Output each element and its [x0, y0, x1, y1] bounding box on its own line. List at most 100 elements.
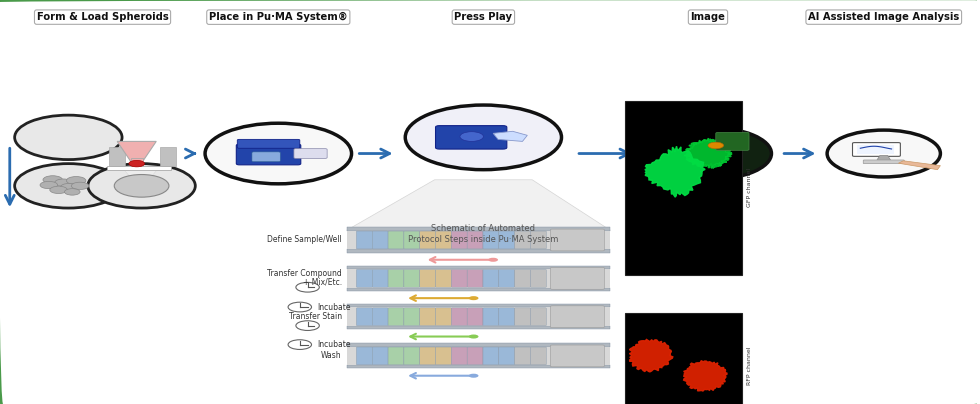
FancyBboxPatch shape: [483, 231, 499, 249]
FancyBboxPatch shape: [483, 308, 499, 326]
FancyBboxPatch shape: [237, 139, 300, 148]
Circle shape: [468, 335, 478, 339]
Text: Schematic of Automated
Protocol Steps inside Pu·MA System: Schematic of Automated Protocol Steps in…: [409, 224, 559, 244]
FancyBboxPatch shape: [514, 269, 530, 287]
FancyBboxPatch shape: [499, 269, 514, 287]
Text: Form & Load Spheroids: Form & Load Spheroids: [36, 12, 169, 22]
FancyBboxPatch shape: [404, 269, 419, 287]
FancyBboxPatch shape: [372, 347, 388, 365]
Ellipse shape: [205, 123, 352, 184]
FancyBboxPatch shape: [347, 249, 611, 252]
FancyBboxPatch shape: [467, 231, 483, 249]
FancyBboxPatch shape: [530, 347, 546, 365]
FancyBboxPatch shape: [419, 269, 435, 287]
FancyBboxPatch shape: [625, 313, 742, 404]
Circle shape: [43, 176, 63, 184]
Ellipse shape: [406, 105, 562, 170]
FancyBboxPatch shape: [853, 143, 901, 156]
Text: GFP channel: GFP channel: [748, 168, 753, 207]
FancyBboxPatch shape: [625, 101, 742, 275]
Ellipse shape: [645, 127, 771, 180]
FancyBboxPatch shape: [483, 269, 499, 287]
Circle shape: [468, 296, 478, 300]
FancyBboxPatch shape: [388, 231, 404, 249]
FancyBboxPatch shape: [435, 347, 452, 365]
FancyBboxPatch shape: [483, 347, 499, 365]
Polygon shape: [899, 161, 941, 170]
Circle shape: [488, 258, 498, 262]
FancyBboxPatch shape: [514, 231, 530, 249]
Circle shape: [72, 182, 89, 189]
FancyBboxPatch shape: [108, 166, 171, 170]
FancyBboxPatch shape: [110, 147, 125, 166]
FancyBboxPatch shape: [347, 326, 611, 329]
FancyBboxPatch shape: [452, 308, 467, 326]
FancyBboxPatch shape: [372, 308, 388, 326]
Text: Transfer Compound: Transfer Compound: [267, 269, 342, 278]
FancyBboxPatch shape: [551, 306, 605, 328]
Circle shape: [50, 186, 68, 194]
Circle shape: [708, 142, 723, 149]
Ellipse shape: [88, 164, 195, 208]
FancyBboxPatch shape: [347, 288, 611, 291]
FancyBboxPatch shape: [131, 158, 142, 168]
FancyBboxPatch shape: [452, 231, 467, 249]
Text: Incubate: Incubate: [318, 303, 351, 311]
FancyBboxPatch shape: [357, 269, 372, 287]
FancyBboxPatch shape: [858, 145, 895, 154]
Circle shape: [288, 340, 312, 349]
FancyBboxPatch shape: [388, 347, 404, 365]
FancyBboxPatch shape: [435, 126, 507, 149]
FancyBboxPatch shape: [236, 144, 301, 165]
Circle shape: [296, 321, 319, 330]
Circle shape: [468, 374, 478, 378]
FancyBboxPatch shape: [160, 147, 175, 166]
FancyBboxPatch shape: [294, 149, 327, 158]
Circle shape: [65, 189, 80, 195]
FancyBboxPatch shape: [388, 269, 404, 287]
FancyBboxPatch shape: [514, 347, 530, 365]
FancyBboxPatch shape: [499, 231, 514, 249]
FancyBboxPatch shape: [347, 307, 611, 326]
Text: Image: Image: [691, 12, 725, 22]
Circle shape: [61, 183, 78, 191]
FancyBboxPatch shape: [347, 365, 611, 368]
FancyBboxPatch shape: [530, 308, 546, 326]
FancyBboxPatch shape: [452, 347, 467, 365]
Circle shape: [115, 175, 169, 197]
Ellipse shape: [15, 115, 122, 160]
Ellipse shape: [827, 130, 941, 177]
FancyBboxPatch shape: [419, 308, 435, 326]
FancyBboxPatch shape: [404, 347, 419, 365]
FancyBboxPatch shape: [452, 269, 467, 287]
Circle shape: [296, 282, 319, 292]
Circle shape: [460, 132, 483, 141]
FancyBboxPatch shape: [530, 269, 546, 287]
Circle shape: [288, 302, 312, 312]
Circle shape: [40, 181, 58, 189]
Polygon shape: [124, 170, 157, 186]
FancyBboxPatch shape: [715, 133, 749, 150]
FancyBboxPatch shape: [435, 231, 452, 249]
FancyBboxPatch shape: [357, 231, 372, 249]
FancyBboxPatch shape: [419, 347, 435, 365]
FancyBboxPatch shape: [530, 231, 546, 249]
Polygon shape: [876, 156, 892, 162]
FancyBboxPatch shape: [467, 308, 483, 326]
FancyBboxPatch shape: [372, 269, 388, 287]
Polygon shape: [493, 131, 527, 141]
Polygon shape: [347, 180, 611, 230]
FancyBboxPatch shape: [499, 347, 514, 365]
Text: AI Assisted Image Analysis: AI Assisted Image Analysis: [808, 12, 959, 22]
FancyBboxPatch shape: [404, 308, 419, 326]
FancyBboxPatch shape: [347, 347, 611, 365]
FancyBboxPatch shape: [435, 269, 452, 287]
Circle shape: [67, 177, 86, 185]
FancyBboxPatch shape: [551, 345, 605, 367]
FancyBboxPatch shape: [347, 343, 611, 347]
Text: RFP channel: RFP channel: [748, 346, 753, 385]
Text: + Mix/Etc.: + Mix/Etc.: [303, 277, 342, 286]
FancyBboxPatch shape: [863, 160, 905, 164]
FancyBboxPatch shape: [419, 231, 435, 249]
Text: Place in Pu·MA System®: Place in Pu·MA System®: [209, 12, 348, 22]
